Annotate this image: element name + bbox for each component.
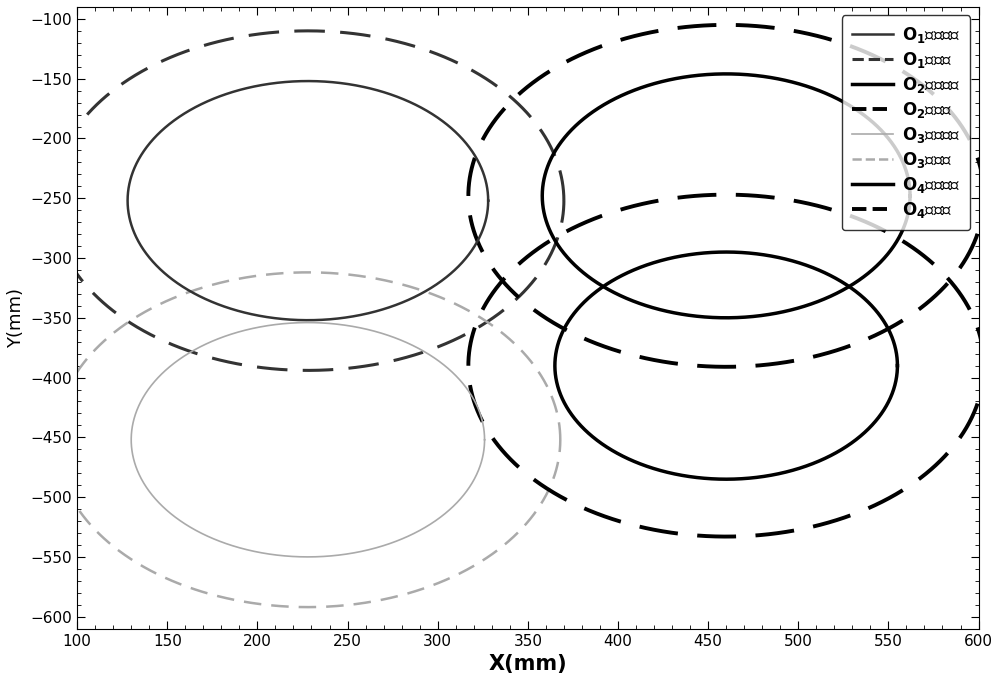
X-axis label: X(mm): X(mm) (489, 654, 567, 674)
Y-axis label: Y(mm): Y(mm) (7, 288, 25, 348)
Legend: $\mathbf{O_1}$测量结果, $\mathbf{O_1}$标准圆, $\mathbf{O_2}$测量结果, $\mathbf{O_2}$标准圆, $\: $\mathbf{O_1}$测量结果, $\mathbf{O_1}$标准圆, $… (842, 15, 970, 230)
